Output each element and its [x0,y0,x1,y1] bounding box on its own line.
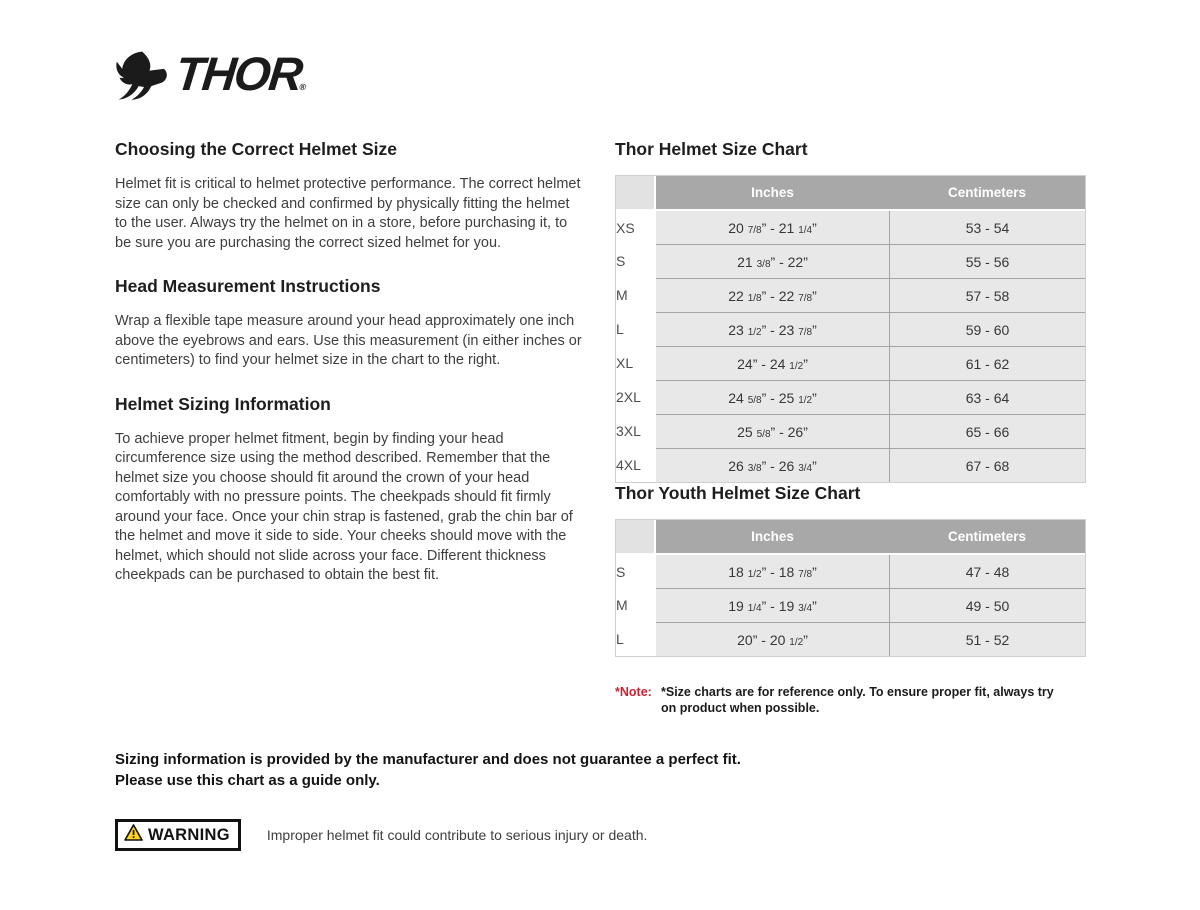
centimeters-cell: 49 - 50 [889,588,1085,622]
thor-logo: THOR® [115,47,1085,106]
size-label-cell: S [616,244,656,278]
note-label: *Note: [615,685,652,699]
centimeters-cell: 55 - 56 [889,244,1085,278]
warning-text: Improper helmet fit could contribute to … [266,827,648,843]
section-body-sizing-information: To achieve proper helmet fitment, begin … [115,430,573,584]
size-row: 4XL 26 3/8” - 26 3/4” 67 - 68 [616,448,1085,482]
inches-cell: 19 1/4” - 19 3/4” [656,588,889,622]
size-label-cell: 2XL [616,380,656,414]
warning-triangle-icon [124,824,143,846]
inches-cell: 24” - 24 1/2” [656,346,889,380]
size-charts-column: Thor Helmet Size Chart Inches Centimeters… [615,139,1086,716]
size-label-cell: XL [616,346,656,380]
centimeters-cell: 51 - 52 [889,622,1085,656]
section-heading-sizing-information: Helmet Sizing Information [115,393,331,414]
manufacturer-disclaimer: Sizing information is provided by the ma… [115,749,1085,791]
column-header: Centimeters [889,176,1085,211]
warning-badge: WARNING [115,819,241,851]
helmet-sizing-guide-page: THOR® Choosing the Correct Helmet Size H… [115,47,1086,851]
size-row: L 20” - 20 1/2” 51 - 52 [616,622,1085,656]
corner-cell [616,176,656,211]
centimeters-cell: 67 - 68 [889,448,1085,482]
size-label-cell: L [616,622,656,656]
chart-header-row: Inches Centimeters [616,520,1085,555]
size-row: S 21 3/8” - 22” 55 - 56 [616,244,1085,278]
inches-cell: 23 1/2” - 23 7/8” [656,312,889,346]
chart-header-row: Inches Centimeters [616,176,1085,211]
section-body-head-measurement: Wrap a flexible tape measure around your… [115,313,582,368]
disclaimer-line-2: Please use this chart as a guide only. [115,772,380,789]
brand-wordmark: THOR® [172,47,307,100]
size-row: XL 24” - 24 1/2” 61 - 62 [616,346,1085,380]
centimeters-cell: 61 - 62 [889,346,1085,380]
size-label-cell: L [616,312,656,346]
section-heading-head-measurement: Head Measurement Instructions [115,276,381,296]
warning-label: WARNING [148,826,230,844]
size-label-cell: M [616,588,656,622]
centimeters-cell: 59 - 60 [889,312,1085,346]
size-row: M 22 1/8” - 22 7/8” 57 - 58 [616,278,1085,312]
centimeters-cell: 65 - 66 [889,414,1085,448]
inches-cell: 21 3/8” - 22” [656,244,889,278]
youth-chart-title: Thor Youth Helmet Size Chart [615,483,861,503]
centimeters-cell: 47 - 48 [889,555,1085,588]
sizing-info-column: Choosing the Correct Helmet Size Helmet … [115,139,585,716]
size-row: L 23 1/2” - 23 7/8” 59 - 60 [616,312,1085,346]
reference-note: *Note: *Size charts are for reference on… [615,684,1085,716]
size-row: XS 20 7/8” - 21 1/4” 53 - 54 [616,211,1085,244]
warning-row: WARNING Improper helmet fit could contri… [115,819,1085,851]
adult-chart-title: Thor Helmet Size Chart [615,139,808,159]
section-body-choosing-size: Helmet fit is critical to helmet protect… [115,176,581,251]
size-label-cell: XS [616,211,656,244]
inches-cell: 20” - 20 1/2” [656,622,889,656]
thor-goat-head-icon [115,48,173,106]
youth-size-chart: Inches Centimeters S 18 1/2” - 18 7/8” 47 - … [615,519,1086,657]
size-label-cell: M [616,278,656,312]
centimeters-cell: 53 - 54 [889,211,1085,244]
column-header: Inches [656,520,889,555]
inches-cell: 22 1/8” - 22 7/8” [656,278,889,312]
size-row: 3XL 25 5/8” - 26” 65 - 66 [616,414,1085,448]
footer: Sizing information is provided by the ma… [115,749,1085,851]
inches-cell: 20 7/8” - 21 1/4” [656,211,889,244]
centimeters-cell: 57 - 58 [889,278,1085,312]
centimeters-cell: 63 - 64 [889,380,1085,414]
size-label-cell: 4XL [616,448,656,482]
column-header: Inches [656,176,889,211]
size-label-cell: S [616,555,656,588]
size-row: M 19 1/4” - 19 3/4” 49 - 50 [616,588,1085,622]
corner-cell [616,520,656,555]
note-text: *Size charts are for reference only. To … [661,685,1054,715]
inches-cell: 26 3/8” - 26 3/4” [656,448,889,482]
size-label-cell: 3XL [616,414,656,448]
size-row: 2XL 24 5/8” - 25 1/2” 63 - 64 [616,380,1085,414]
inches-cell: 18 1/2” - 18 7/8” [656,555,889,588]
registered-mark: ® [298,82,307,92]
inches-cell: 25 5/8” - 26” [656,414,889,448]
disclaimer-line-1: Sizing information is provided by the ma… [115,751,741,768]
section-heading-choosing-size: Choosing the Correct Helmet Size [115,139,397,159]
inches-cell: 24 5/8” - 25 1/2” [656,380,889,414]
column-header: Centimeters [889,520,1085,555]
size-row: S 18 1/2” - 18 7/8” 47 - 48 [616,555,1085,588]
adult-size-chart: Inches Centimeters XS 20 7/8” - 21 1/4” 53 -… [615,175,1086,483]
